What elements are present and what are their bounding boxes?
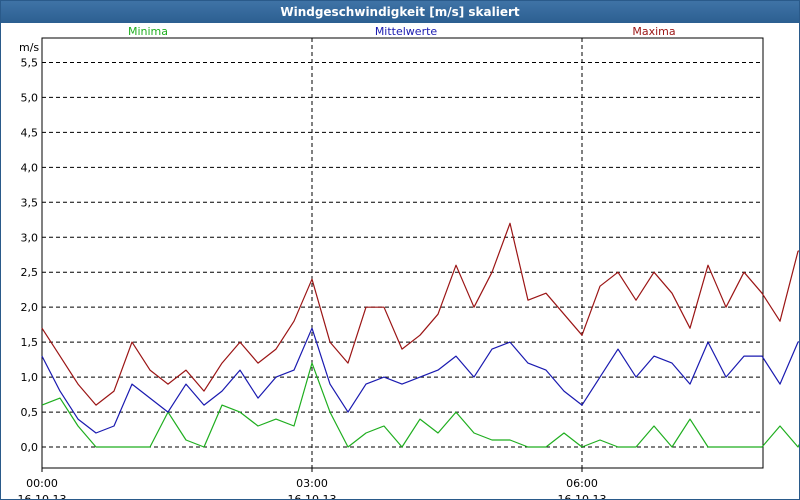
plot-area [41,37,764,469]
wind-speed-chart: m/s 0,0 0,5 1,0 1,5 2,0 2,5 3,0 3,5 4,0 4,5 5,0 5,5… [18,25,799,499]
legend-mittelwerte: Mittelwerte [375,25,438,38]
legend-maxima: Maxima [632,25,675,38]
y-tick-label: 4,5 [21,126,39,139]
x-gridlines [41,38,583,472]
y-tick-label: 2,0 [21,301,39,314]
series-line-mittelwerte [41,327,799,434]
x-tick-date: 16.10.13 [288,493,337,499]
window-title: Windgeschwindigkeit [m/s] skaliert [1,1,799,23]
y-tick-label: 0,5 [21,406,39,419]
y-gridlines [42,61,763,448]
series-line-minima [41,362,799,448]
x-tick-time: 00:00 [26,477,58,490]
series-line-maxima [41,222,799,406]
x-tick-date: 16.10.13 [558,493,607,499]
x-tick-labels: 00:0016.10.1303:0016.10.1306:0016.10.130… [18,477,607,499]
y-tick-label: 4,0 [21,161,39,174]
y-tick-label: 5,5 [21,56,39,69]
legend: Minima Mittelwerte Maxima [128,25,676,38]
y-tick-label: 3,0 [21,231,39,244]
y-tick-label: 1,0 [21,371,39,384]
y-tick-labels: 0,0 0,5 1,0 1,5 2,0 2,5 3,0 3,5 4,0 4,5 5,0 5,5 [21,56,39,454]
x-tick-date: 16.10.13 [18,493,67,499]
y-tick-label: 0,0 [21,441,39,454]
y-tick-label: 3,5 [21,196,39,209]
y-axis-unit: m/s [19,41,39,54]
legend-minima: Minima [128,25,168,38]
y-tick-label: 5,0 [21,91,39,104]
x-tick-time: 03:00 [296,477,328,490]
x-tick-time: 06:00 [566,477,598,490]
y-tick-label: 1,5 [21,336,39,349]
y-tick-label: 2,5 [21,266,39,279]
series-lines [41,222,799,448]
